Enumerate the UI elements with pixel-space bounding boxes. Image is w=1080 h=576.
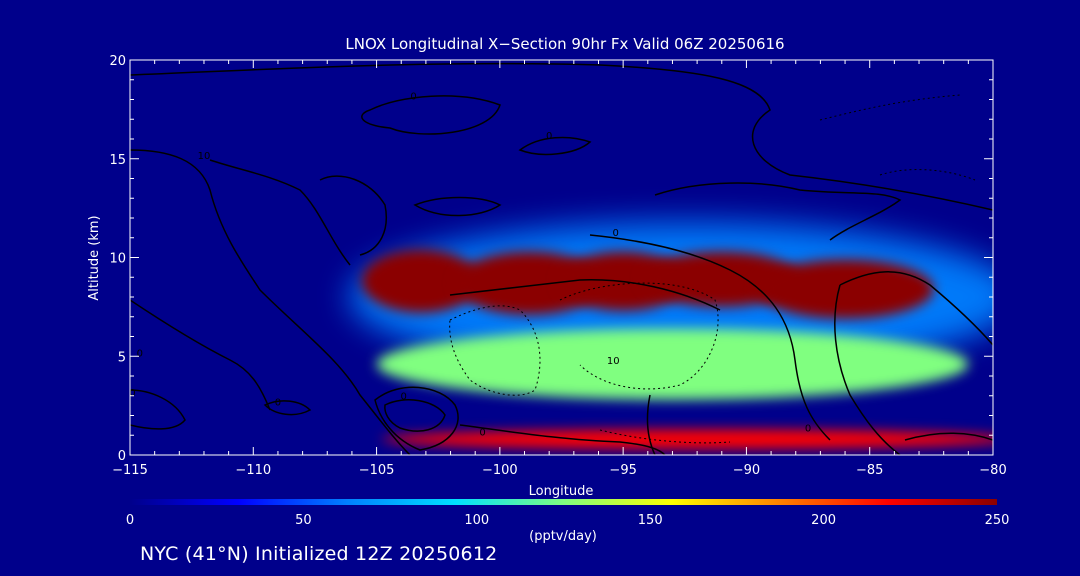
- field-blob-upper-layer-2: [455, 251, 604, 315]
- chart-title: LNOX Longitudinal X−Section 90hr Fx Vali…: [345, 35, 784, 53]
- contour-line: [263, 400, 312, 416]
- contour-line: [374, 386, 459, 451]
- x-tick-label: −115: [112, 463, 148, 478]
- contour-line: [361, 95, 501, 135]
- y-tick-label: 20: [109, 54, 126, 69]
- contour-line: [904, 432, 993, 441]
- colorbar-ticks: 0 50 100 150 200 250: [126, 513, 1010, 528]
- contour-line: [654, 182, 902, 241]
- colorbar-tick-label: 50: [295, 513, 312, 528]
- contour-label: 0: [479, 427, 485, 438]
- contour-line: [518, 136, 592, 156]
- x-tick-label: −85: [856, 463, 883, 478]
- contour-line: [130, 149, 411, 455]
- contour-label: 0: [410, 92, 416, 103]
- colorbar-tick-label: 250: [985, 513, 1010, 528]
- contour-line: [599, 429, 731, 444]
- field-blob-upper-layer-1: [361, 249, 481, 313]
- x-axis-label: Longitude: [529, 484, 594, 499]
- colorbar-label: (pptv/day): [529, 529, 597, 544]
- contour-label: 0: [275, 398, 281, 409]
- field-blob-surface-layer: [381, 429, 993, 450]
- contour-label: 0: [137, 348, 143, 359]
- colorbar-tick-label: 200: [811, 513, 836, 528]
- colorbar-tick-label: 150: [638, 513, 663, 528]
- y-axis-label: Altitude (km): [87, 215, 102, 300]
- contour-line: [449, 279, 721, 311]
- footer-init-text: NYC (41°N) Initialized 12Z 20250612: [140, 543, 498, 565]
- x-axis: −115 −110 −105 −100 −95 −90 −85 −80: [112, 60, 1007, 478]
- contour-labels: 0 0 10 0 10 0 0 0 0 0 0: [129, 92, 811, 439]
- x-tick-label: −95: [609, 463, 636, 478]
- contour-lines: [130, 62, 993, 455]
- dotted-contours: [449, 94, 976, 444]
- contour-label: 0: [129, 388, 135, 399]
- contour-line: [319, 175, 387, 256]
- contour-line: [646, 394, 656, 455]
- contour-label: 10: [198, 151, 211, 162]
- plot-area: 0 0 10 0 10 0 0 0 0 0 0: [129, 60, 993, 455]
- y-tick-label: 5: [118, 350, 126, 365]
- contour-line: [209, 159, 351, 266]
- contour-label: 0: [613, 228, 619, 239]
- lnox-field: [349, 221, 993, 450]
- x-tick-label: −105: [359, 463, 395, 478]
- contour-label: 0: [805, 423, 811, 434]
- contour-line: [384, 399, 446, 432]
- contour-label: 0: [401, 392, 407, 403]
- y-tick-label: 15: [109, 153, 126, 168]
- x-tick-label: −80: [979, 463, 1006, 478]
- y-tick-label: 10: [109, 252, 126, 267]
- contour-line: [589, 234, 831, 441]
- x-tick-label: −100: [482, 463, 518, 478]
- contour-line: [839, 271, 993, 346]
- field-blob-mid-layer: [376, 328, 969, 400]
- contour-line: [130, 299, 271, 411]
- x-tick-label: −110: [235, 463, 271, 478]
- contour-line: [834, 284, 901, 455]
- contour-line: [413, 196, 502, 217]
- y-tick-label: 0: [118, 449, 126, 464]
- contour-label: 10: [607, 356, 620, 367]
- contour-label: 0: [546, 131, 552, 142]
- x-tick-label: −90: [733, 463, 760, 478]
- colorbar-tick-label: 100: [464, 513, 489, 528]
- colorbar: [130, 499, 997, 505]
- contour-line: [559, 282, 719, 390]
- contour-line: [459, 424, 666, 455]
- contour-line: [130, 62, 993, 211]
- contour-line: [130, 389, 186, 430]
- colorbar-tick-label: 0: [126, 513, 134, 528]
- field-blob-upper-layer-5: [756, 259, 934, 319]
